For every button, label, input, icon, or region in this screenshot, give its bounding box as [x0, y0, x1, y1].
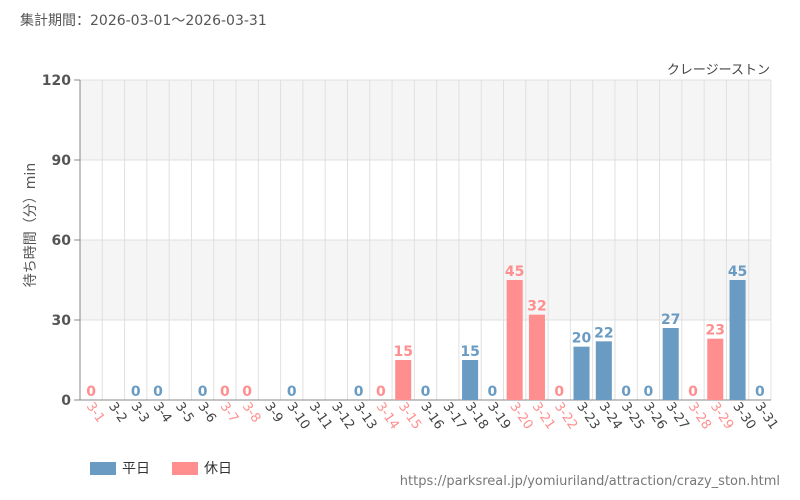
x-tick-label: 3-20 — [506, 400, 535, 433]
x-tick-label: 3-18 — [462, 400, 491, 433]
x-tick-label: 3-2 — [105, 400, 129, 426]
x-tick-label: 3-10 — [283, 400, 312, 433]
bar-value-label: 27 — [661, 312, 680, 328]
x-tick-label: 3-29 — [707, 400, 736, 433]
bar-value-label: 45 — [505, 264, 524, 280]
x-tick-label: 3-17 — [440, 400, 469, 433]
bar-value-label: 0 — [86, 384, 96, 400]
y-axis-label: 待ち時間（分）min — [23, 163, 39, 287]
bar-3-24 — [595, 341, 612, 400]
bar-value-label: 0 — [287, 384, 297, 400]
legend-item-holiday[interactable]: 休日 — [172, 458, 232, 478]
x-tick-label: 3-22 — [551, 400, 580, 433]
y-tick-label: 90 — [52, 153, 72, 169]
source-url: https://parksreal.jp/yomiuriland/attract… — [399, 474, 780, 489]
x-tick-label: 3-28 — [685, 400, 714, 433]
bar-3-30 — [729, 280, 746, 400]
bar-value-label: 0 — [220, 384, 230, 400]
bar-value-label: 22 — [594, 325, 613, 341]
period-label: 集計期間：2026-03-01～2026-03-31 — [20, 13, 267, 29]
y-tick-label: 120 — [42, 73, 71, 89]
bar-value-label: 0 — [755, 384, 765, 400]
x-tick-label: 3-4 — [150, 400, 174, 426]
bar-value-label: 0 — [688, 384, 698, 400]
bar-value-label: 23 — [706, 323, 725, 339]
bar-3-27 — [662, 328, 679, 400]
bar-value-label: 0 — [198, 384, 208, 400]
legend-weekday-label: 平日 — [122, 461, 150, 477]
bar-3-15 — [395, 360, 412, 400]
x-tick-label: 3-23 — [573, 400, 602, 433]
x-tick-label: 3-30 — [729, 400, 758, 433]
x-tick-label: 3-8 — [239, 400, 263, 426]
bar-value-label: 15 — [460, 344, 479, 360]
bar-value-label: 0 — [487, 384, 497, 400]
x-tick-label: 3-24 — [596, 400, 625, 433]
chart-title: クレージーストン — [667, 63, 770, 78]
x-tick-label: 3-5 — [172, 400, 196, 426]
bar-value-label: 0 — [131, 384, 141, 400]
x-tick-label: 3-26 — [640, 400, 669, 433]
legend-holiday-label: 休日 — [204, 461, 232, 477]
y-tick-label: 30 — [52, 313, 72, 329]
holiday-swatch — [172, 461, 198, 475]
x-tick-label: 3-6 — [194, 400, 218, 426]
bar-value-label: 0 — [554, 384, 564, 400]
legend: 平日 休日 — [90, 458, 232, 478]
weekday-swatch — [90, 461, 116, 475]
bar-value-label: 20 — [572, 331, 592, 347]
x-tick-label: 3-25 — [618, 400, 647, 433]
y-tick-label: 60 — [52, 233, 72, 249]
bar-3-29 — [707, 338, 724, 400]
x-tick-label: 3-9 — [261, 400, 285, 426]
bar-value-label: 0 — [376, 384, 386, 400]
bar-3-18 — [462, 360, 479, 400]
x-tick-label: 3-7 — [217, 400, 241, 426]
bar-value-label: 0 — [153, 384, 163, 400]
bar-value-label: 0 — [644, 384, 654, 400]
bar-3-23 — [573, 346, 590, 400]
x-tick-label: 3-27 — [662, 400, 691, 433]
bar-3-21 — [528, 314, 545, 400]
x-tick-label: 3-3 — [127, 400, 151, 426]
x-tick-label: 3-13 — [350, 400, 379, 433]
x-tick-label: 3-14 — [373, 400, 402, 433]
x-tick-label: 3-11 — [306, 400, 335, 433]
x-tick-label: 3-19 — [484, 400, 513, 433]
x-tick-label: 3-12 — [328, 400, 357, 433]
bar-value-label: 0 — [354, 384, 364, 400]
bar-3-20 — [506, 280, 523, 400]
bar-value-label: 0 — [242, 384, 252, 400]
x-tick-label: 3-1 — [83, 400, 107, 426]
bar-value-label: 0 — [421, 384, 431, 400]
x-tick-label: 3-16 — [417, 400, 446, 433]
x-tick-label: 3-15 — [395, 400, 424, 433]
x-tick-label: 3-21 — [529, 400, 558, 433]
y-tick-label: 0 — [61, 393, 71, 409]
legend-item-weekday[interactable]: 平日 — [90, 458, 150, 478]
bar-value-label: 32 — [527, 299, 546, 315]
bar-value-label: 45 — [728, 264, 747, 280]
x-tick-label: 3-31 — [752, 400, 781, 433]
bar-value-label: 15 — [393, 344, 412, 360]
grid-band — [80, 80, 771, 160]
bar-value-label: 0 — [621, 384, 631, 400]
grid-band — [80, 240, 771, 320]
